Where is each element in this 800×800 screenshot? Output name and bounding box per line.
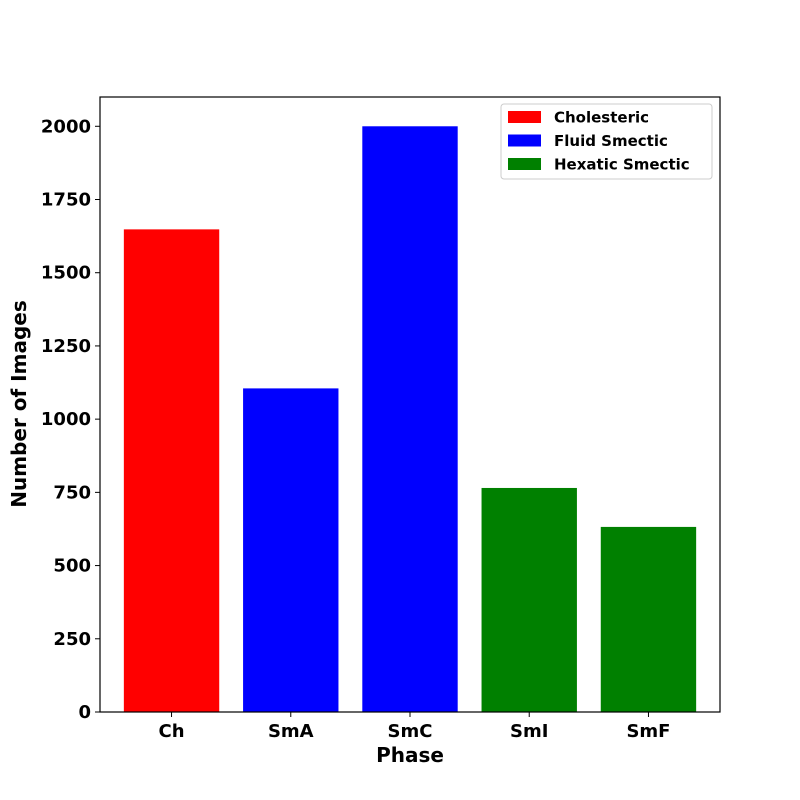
y-tick-label: 1750 [41, 190, 91, 211]
x-tick-label: SmI [510, 721, 548, 742]
bar-smf [600, 526, 697, 712]
legend-label: Cholesteric [554, 109, 649, 127]
y-tick-label: 1000 [41, 409, 91, 430]
y-axis-label: Number of Images [7, 300, 31, 508]
x-tick-label: SmC [388, 721, 433, 742]
y-axis-ticks: 0 250 500 750 1000 1250 1500 1750 2000 [41, 116, 100, 723]
legend-box [500, 103, 713, 180]
legend-swatch [508, 111, 541, 123]
legend-swatch [508, 158, 541, 170]
y-tick-label: 1500 [41, 263, 91, 284]
legend: Cholesteric Fluid Smectic Hexatic Smectic [500, 103, 713, 180]
bar-smi [481, 487, 577, 712]
legend-swatch [508, 134, 541, 147]
legend-label: Hexatic Smectic [554, 156, 690, 174]
bar-sma [243, 388, 339, 712]
y-tick-label: 750 [53, 482, 91, 503]
legend-label: Fluid Smectic [554, 132, 668, 150]
x-axis-label: Phase [376, 743, 444, 767]
x-axis-ticks: Ch SmA SmC SmI SmF [159, 712, 670, 742]
x-tick-label: SmF [626, 721, 670, 742]
plot-frame [99, 96, 721, 713]
bar-ch [123, 229, 220, 712]
y-tick-label: 250 [53, 629, 91, 650]
bars-group [123, 126, 697, 713]
y-tick-label: 0 [78, 702, 91, 723]
bar-smc [362, 126, 458, 713]
y-tick-label: 1250 [41, 336, 91, 357]
x-tick-label: Ch [159, 721, 185, 742]
y-tick-label: 500 [53, 556, 91, 577]
x-tick-label: SmA [268, 721, 314, 742]
y-tick-label: 2000 [41, 116, 91, 137]
